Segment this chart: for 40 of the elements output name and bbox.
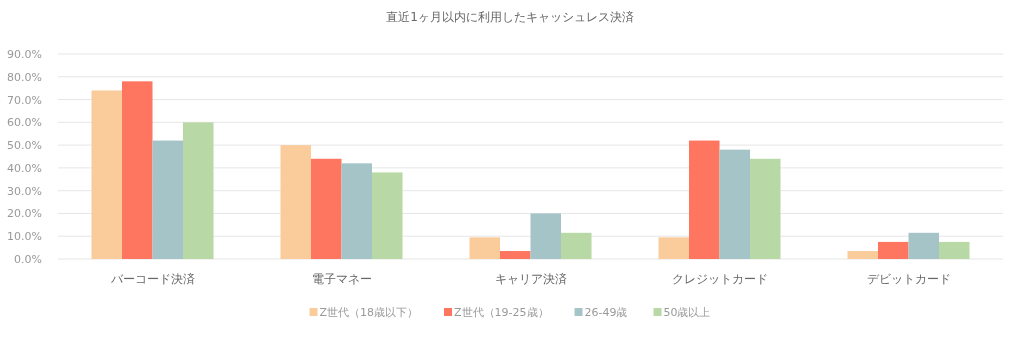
y-tick-label: 50.0% <box>7 139 42 153</box>
legend-label: Z世代（18歳以下） <box>319 306 419 319</box>
legend-label: 50歳以上 <box>663 306 711 319</box>
y-tick-label: 60.0% <box>7 116 42 130</box>
x-tick-label: クレジットカード <box>671 272 768 286</box>
bar <box>500 251 531 259</box>
x-tick-label: デビットカード <box>866 272 951 286</box>
y-tick-label: 10.0% <box>7 230 42 244</box>
bar <box>847 251 878 259</box>
bar <box>939 241 970 259</box>
bar <box>658 237 689 259</box>
x-tick-label: バーコード決済 <box>109 272 195 286</box>
y-tick-label: 40.0% <box>7 161 42 175</box>
x-tick-label: キャリア決済 <box>494 272 567 286</box>
bar <box>311 158 342 259</box>
bar <box>530 213 561 259</box>
chart-title: 直近1ヶ月以内に利用したキャッシュレス決済 <box>386 10 634 24</box>
x-tick-label: 電子マネー <box>311 272 372 286</box>
y-tick-label: 30.0% <box>7 184 42 198</box>
bar <box>122 81 153 259</box>
y-tick-label: 70.0% <box>7 93 42 107</box>
bar <box>372 172 403 259</box>
bar <box>561 232 592 259</box>
bar <box>341 163 372 259</box>
y-tick-label: 80.0% <box>7 70 42 84</box>
bar <box>719 149 750 259</box>
bar <box>878 241 909 259</box>
bar <box>908 232 939 259</box>
y-tick-label: 20.0% <box>7 207 42 221</box>
bar <box>152 140 183 259</box>
legend-label: 26-49歳 <box>584 306 628 319</box>
legend-label: Z世代（19-25歳） <box>454 306 549 319</box>
bar <box>280 145 311 259</box>
bar <box>183 122 214 259</box>
y-tick-label: 90.0% <box>7 48 42 61</box>
bar <box>91 90 122 259</box>
y-tick-label: 0.0% <box>14 253 42 266</box>
bar <box>689 140 720 259</box>
bar <box>750 158 781 259</box>
bar <box>469 237 500 259</box>
